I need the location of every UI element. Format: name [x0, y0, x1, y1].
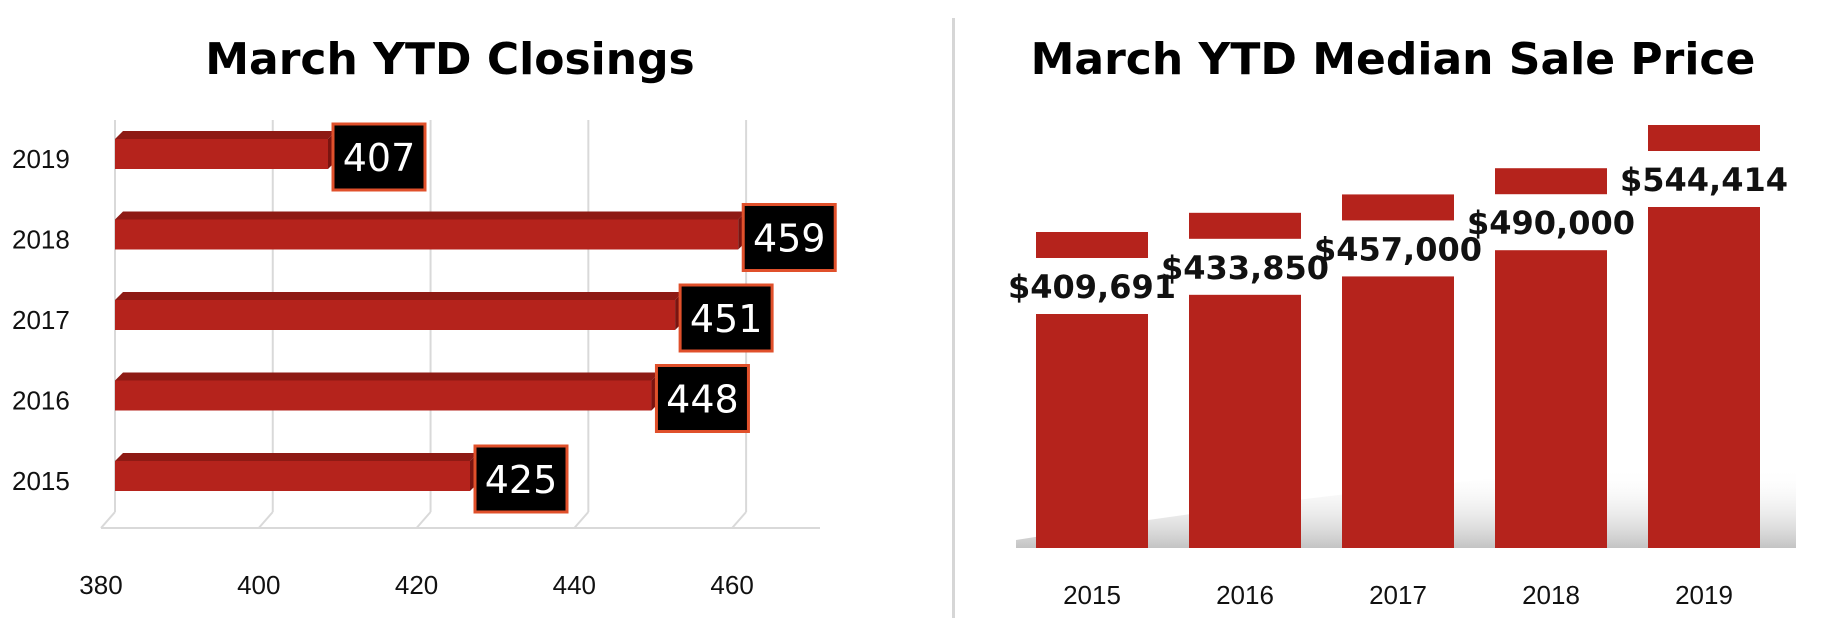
closings-gridline: [258, 511, 274, 529]
closings-x-tick-label: 420: [395, 570, 438, 600]
price-category-label: 2017: [1369, 580, 1427, 610]
closings-bar-top: [115, 131, 336, 139]
price-bar-top-segment: [1342, 194, 1454, 221]
closings-category-label: 2016: [12, 386, 70, 416]
closings-bar-top: [115, 453, 478, 461]
price-bar: [1495, 250, 1607, 549]
price-category-label: 2018: [1522, 580, 1580, 610]
closings-bar: [115, 461, 470, 491]
price-data-label: $544,414: [1620, 161, 1788, 199]
median-price-chart-plot: $409,691 2015 $433,850 2016 $457,000 2017 $490…: [1008, 125, 1796, 610]
closings-category-label: 2015: [12, 466, 70, 496]
price-category-label: 2015: [1063, 580, 1121, 610]
price-data-label: $433,850: [1161, 249, 1329, 287]
closings-data-label: 451: [690, 297, 763, 341]
closings-bar: [115, 300, 676, 330]
price-data-label: $457,000: [1314, 230, 1482, 268]
closings-gridline: [573, 511, 590, 529]
price-bar: [1189, 294, 1301, 548]
price-bar-top-segment: [1648, 125, 1760, 151]
closings-data-label-box: [678, 283, 774, 353]
closings-chart-plot: 380 400 420 440 460 2015 425 2016 448 2017 451 2018…: [12, 120, 837, 600]
closings-data-label-box: [331, 122, 427, 192]
closings-bar-top: [115, 372, 660, 381]
price-bar-top-segment: [1495, 168, 1607, 195]
closings-x-tick-label: 440: [553, 570, 596, 600]
price-bar-top-segment: [1036, 232, 1148, 258]
price-bar: [1036, 314, 1148, 548]
closings-x-tick-label: 400: [237, 570, 280, 600]
closings-chart-title: March YTD Closings: [205, 34, 695, 85]
closings-gridline: [100, 511, 116, 529]
closings-x-tick-label: 460: [710, 570, 753, 600]
closings-bar: [115, 139, 328, 169]
closings-data-label: 448: [666, 378, 739, 422]
price-bar: [1342, 276, 1454, 548]
price-bar: [1648, 207, 1760, 548]
closings-chart: March YTD Closings 380 400 420 440 460 2015 42…: [12, 34, 837, 600]
price-category-label: 2016: [1216, 580, 1274, 610]
closings-bar-top: [115, 292, 684, 300]
closings-bar-top: [115, 211, 747, 220]
chart-divider: [952, 18, 955, 618]
closings-bar: [115, 380, 652, 411]
median-price-chart-title: March YTD Median Sale Price: [1030, 34, 1756, 85]
closings-data-label-box: [741, 203, 837, 272]
price-bar-top-segment: [1189, 212, 1301, 239]
closings-data-label-box: [473, 444, 569, 514]
closings-category-label: 2019: [12, 144, 70, 174]
median-price-chart: March YTD Median Sale Price $409,691 2015…: [956, 0, 1830, 622]
price-category-label: 2019: [1675, 580, 1733, 610]
closings-data-label: 407: [343, 136, 416, 180]
closings-category-label: 2017: [12, 305, 70, 335]
closings-data-label-box: [654, 364, 750, 433]
closings-gridline: [415, 511, 432, 529]
closings-category-label: 2018: [12, 225, 70, 255]
closings-bar: [115, 219, 739, 250]
price-data-label: $490,000: [1467, 204, 1635, 242]
closings-x-tick-label: 380: [79, 570, 122, 600]
closings-data-label: 459: [753, 217, 826, 261]
closings-data-label: 425: [485, 458, 558, 502]
closings-gridline: [731, 511, 747, 529]
price-data-label: $409,691: [1008, 268, 1176, 306]
